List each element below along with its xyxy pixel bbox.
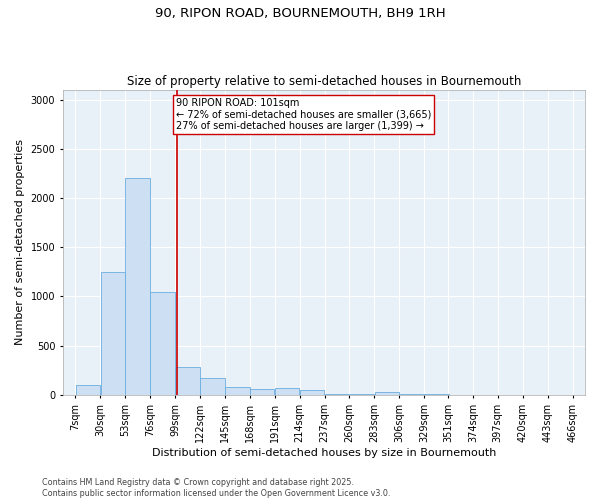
- Bar: [125, 178, 150, 395]
- Bar: [250, 389, 274, 395]
- Bar: [101, 272, 125, 395]
- Bar: [374, 392, 399, 395]
- Bar: [76, 385, 100, 395]
- Text: 90 RIPON ROAD: 101sqm
← 72% of semi-detached houses are smaller (3,665)
27% of s: 90 RIPON ROAD: 101sqm ← 72% of semi-deta…: [176, 98, 431, 130]
- Text: Contains HM Land Registry data © Crown copyright and database right 2025.
Contai: Contains HM Land Registry data © Crown c…: [42, 478, 391, 498]
- Text: 90, RIPON ROAD, BOURNEMOUTH, BH9 1RH: 90, RIPON ROAD, BOURNEMOUTH, BH9 1RH: [155, 8, 445, 20]
- Title: Size of property relative to semi-detached houses in Bournemouth: Size of property relative to semi-detach…: [127, 76, 521, 88]
- Bar: [151, 292, 175, 395]
- Bar: [275, 388, 299, 395]
- Bar: [200, 378, 224, 395]
- Bar: [175, 368, 200, 395]
- Y-axis label: Number of semi-detached properties: Number of semi-detached properties: [15, 140, 25, 346]
- Bar: [300, 390, 324, 395]
- X-axis label: Distribution of semi-detached houses by size in Bournemouth: Distribution of semi-detached houses by …: [152, 448, 496, 458]
- Bar: [225, 387, 250, 395]
